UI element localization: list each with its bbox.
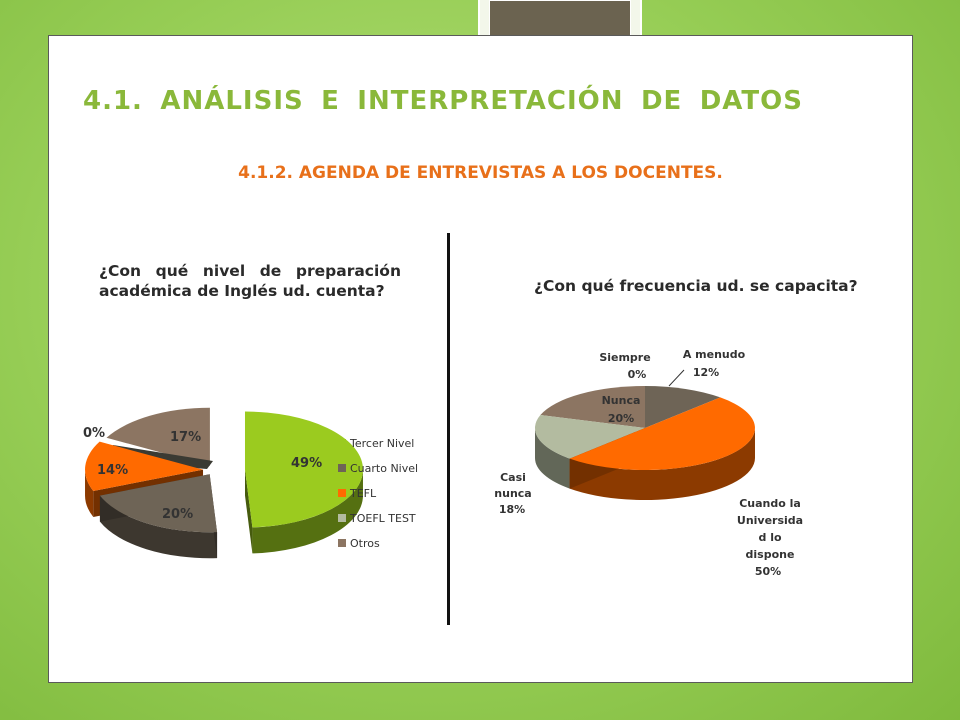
legend-label: Tercer Nivel (349, 437, 414, 450)
legend-label: TOEFL TEST (349, 512, 416, 525)
data-label: 0% (83, 426, 105, 441)
legend-label: Cuarto Nivel (350, 462, 418, 475)
pie-slice-4-top (540, 386, 645, 428)
title-word: DATOS (699, 86, 803, 116)
data-label: 18% (499, 503, 525, 516)
data-label: A menudo (683, 348, 746, 361)
pie-chart-left: 49% 20% 14% 0% 17% Tercer Nivel Cuarto Nivel TE… (83, 407, 418, 559)
question-left: ¿Con qué nivel de preparación académica … (99, 262, 401, 300)
pie-slice-2-top (569, 397, 755, 470)
pie-slice-0-top (244, 411, 363, 528)
pie-slice-1-side (99, 495, 218, 559)
leader-line (668, 369, 685, 387)
pie-slice-1-top (645, 386, 721, 428)
page-title: 4.1. ANÁLISIS E INTERPRETACIÓN DE DATOS (83, 86, 803, 116)
slide: 4.1. ANÁLISIS E INTERPRETACIÓN DE DATOS … (48, 35, 913, 683)
pie-slice-0-edge (244, 469, 253, 554)
data-label: 17% (170, 430, 201, 445)
legend-label: Otros (350, 537, 380, 550)
pie-slice-4-top (106, 407, 210, 466)
data-label: Nunca (602, 394, 641, 407)
pie-slice-0-side (252, 469, 363, 554)
divider-line (447, 233, 450, 625)
title-word: 4.1. (83, 86, 143, 116)
legend-swatch (338, 514, 346, 522)
pie-slice-3-side (535, 428, 570, 489)
data-label: 49% (291, 456, 322, 471)
subtitle: 4.1.2. AGENDA DE ENTREVISTAS A LOS DOCEN… (238, 163, 723, 183)
question-right: ¿Con qué frecuencia ud. se capacita? (534, 277, 858, 295)
data-label: 20% (608, 412, 634, 425)
data-label: 12% (693, 366, 719, 379)
data-label: Cuando la Universida d lo dispone (737, 497, 803, 561)
title-word: E (321, 86, 340, 116)
pie-slice-2-side (85, 469, 94, 517)
title-word: INTERPRETACIÓN (357, 86, 624, 116)
pie-slice-1-top (99, 474, 218, 533)
title-word: ANÁLISIS (160, 86, 304, 116)
pie-slice-2-side (569, 428, 755, 501)
pie-slice-3-top (535, 415, 645, 459)
legend-swatch (338, 539, 346, 547)
legend-swatch (338, 464, 346, 472)
legend-label: TEFL (349, 487, 377, 500)
data-label: 50% (755, 565, 781, 578)
pie-slice-2-top (85, 441, 204, 491)
data-label: Casi nunca (494, 471, 531, 500)
title-word: DE (640, 86, 683, 116)
pie-chart-right: Siempre 0% A menudo 12% Cuando la Universida d… (494, 348, 803, 578)
data-label: Siempre (599, 351, 650, 364)
legend-swatch (338, 439, 346, 447)
legend-swatch (338, 489, 346, 497)
data-label: 0% (628, 368, 647, 381)
data-label: 20% (162, 507, 193, 522)
data-label: 14% (97, 463, 128, 478)
